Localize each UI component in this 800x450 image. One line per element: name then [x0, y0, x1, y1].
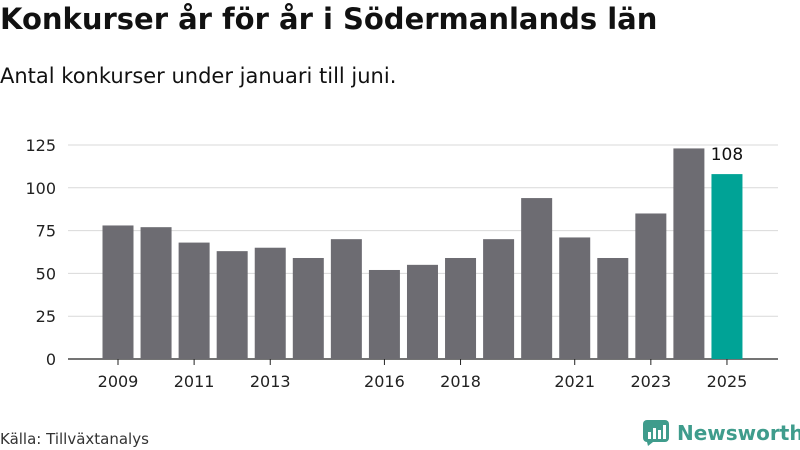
bar-2020 — [521, 198, 553, 359]
y-tick-label-25: 25 — [36, 307, 56, 326]
x-tick-label-2023: 2023 — [630, 372, 671, 391]
bar-2019 — [483, 239, 515, 359]
y-tick-label-75: 75 — [36, 222, 56, 241]
newsworthy-logo-icon — [643, 420, 669, 446]
bar-2017 — [406, 264, 438, 359]
bar-2012 — [216, 251, 248, 359]
y-tick-label-100: 100 — [25, 179, 56, 198]
x-tick-label-2021: 2021 — [554, 372, 595, 391]
bar-2009 — [102, 225, 134, 359]
chart-subtitle: Antal konkurser under januari till juni. — [0, 64, 397, 88]
data-labels: 108 — [711, 145, 743, 165]
brand-name: Newsworthy — [677, 421, 800, 445]
bar-2016 — [368, 269, 400, 359]
bar-2010 — [140, 227, 172, 359]
bar-2018 — [445, 257, 477, 359]
data-label-2025: 108 — [711, 145, 743, 165]
x-tick-label-2016: 2016 — [364, 372, 405, 391]
chart-title: Konkurser år för år i Södermanlands län — [0, 2, 658, 36]
y-tick-label-0: 0 — [46, 350, 56, 369]
x-tick-label-2009: 2009 — [98, 372, 139, 391]
x-axis-tick-labels: 2009 2011 2013 2016 2018 2021 2023 2025 — [98, 359, 748, 391]
bar-2022 — [597, 257, 629, 359]
x-tick-label-2011: 2011 — [174, 372, 215, 391]
y-tick-label-50: 50 — [36, 264, 56, 283]
x-tick-label-2013: 2013 — [250, 372, 291, 391]
x-tick-label-2018: 2018 — [440, 372, 481, 391]
y-axis-tick-labels: 0 25 50 75 100 125 — [25, 136, 56, 369]
bar-2013 — [254, 247, 286, 359]
bar-2023 — [635, 213, 667, 359]
bar-2014 — [292, 257, 324, 359]
bar-2021 — [559, 237, 591, 359]
source-note: Källa: Tillväxtanalys — [0, 430, 149, 448]
bars — [102, 148, 743, 359]
bar-2024 — [673, 148, 705, 359]
newsworthy-logo[interactable]: Newsworthy — [643, 420, 800, 446]
x-tick-label-2025: 2025 — [707, 372, 748, 391]
bar-2025 — [711, 174, 743, 359]
bar-2015 — [330, 239, 362, 359]
bar-2011 — [178, 242, 210, 359]
y-tick-label-125: 125 — [25, 136, 56, 155]
